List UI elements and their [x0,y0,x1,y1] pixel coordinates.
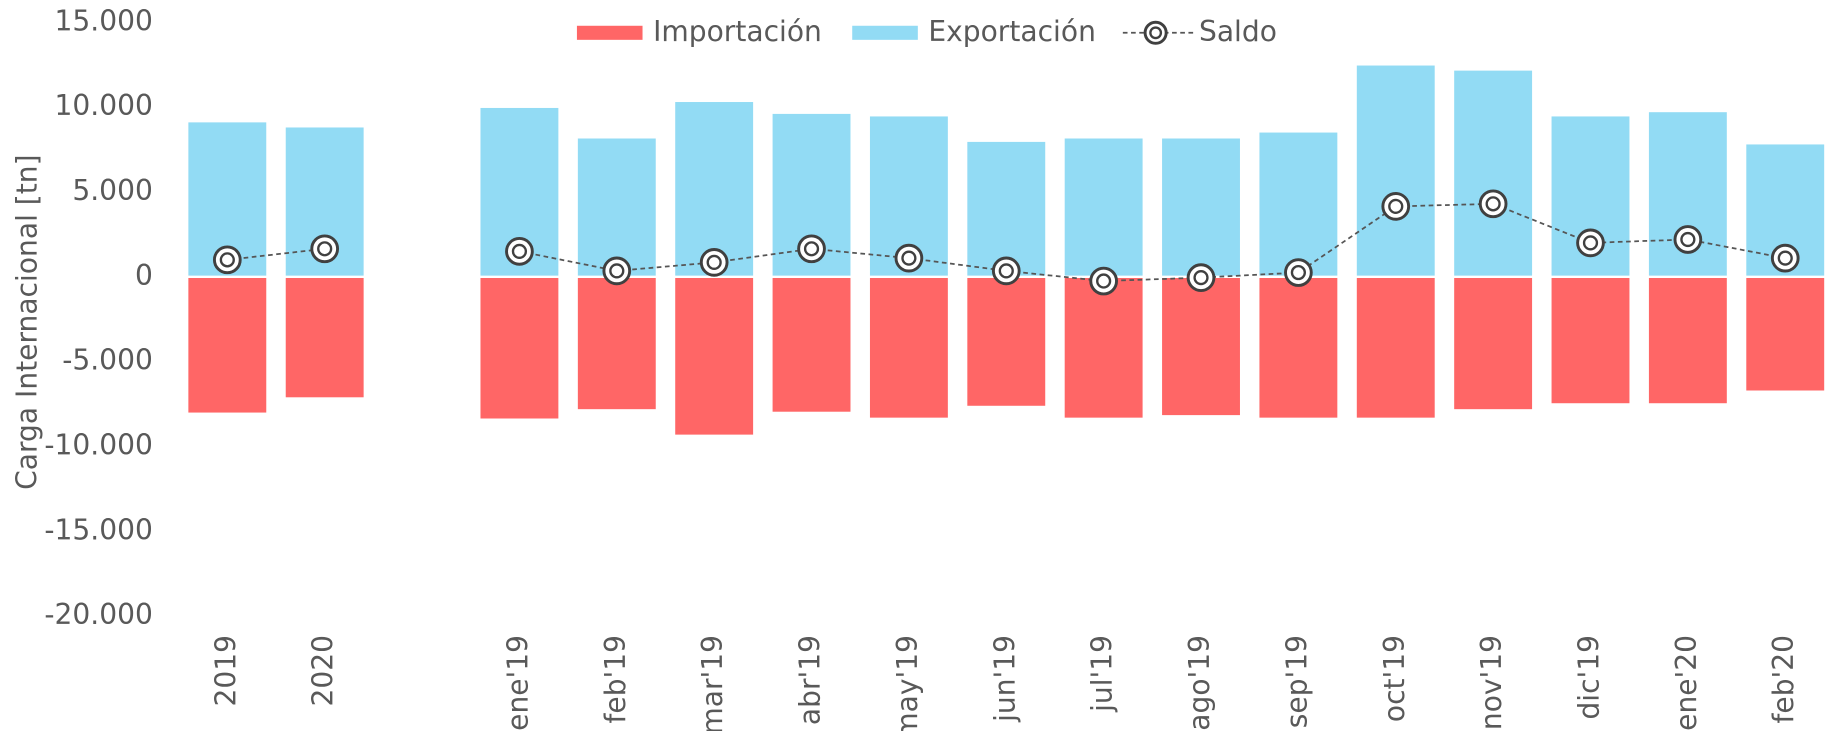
x-tick-label: nov'19 [1475,635,1508,730]
y-tick-label: -15.000 [44,513,153,546]
bar [1259,276,1338,418]
x-tick-label: 2020 [307,635,340,707]
bar [188,276,267,413]
bar [1648,276,1727,404]
y-tick-label: 10.000 [54,89,152,122]
bar [967,276,1046,406]
line-marker-inner [1388,198,1404,214]
line-marker-inner [1582,235,1599,251]
legend-label: Importación [653,15,822,48]
bar [1454,276,1533,410]
x-tick-label: feb'20 [1767,635,1800,724]
line-marker-inner [219,252,235,268]
bar [480,276,559,419]
bar [577,138,656,277]
y-axis-label: Carga Internacional [tn] [11,154,44,489]
x-tick-label: mar'19 [696,635,729,731]
bar [1356,65,1435,277]
bar [1746,276,1825,391]
legend-label: Exportación [928,15,1096,48]
x-tick-label: feb'19 [599,635,632,724]
y-tick-label: 5.000 [72,174,152,207]
line-marker-inner [511,243,528,259]
y-tick-label: -5.000 [62,344,153,377]
line-marker-inner [706,254,722,270]
legend-swatch [852,25,918,40]
y-tick-label: -10.000 [44,428,153,461]
line-marker-inner [998,263,1014,279]
bar [869,276,948,418]
x-tick-label: sep'19 [1280,635,1313,728]
bar [1356,276,1435,418]
legend-swatch [576,25,643,40]
bar [577,276,656,410]
x-tick-label: ene'19 [501,635,534,731]
line-marker-inner [901,250,917,266]
x-tick-label: abr'19 [794,635,827,725]
bar [285,276,364,398]
line [227,202,1786,282]
x-tick-label: jul'19 [1086,635,1119,713]
line-marker-inner [1096,273,1112,289]
line-marker-inner [1777,250,1793,266]
line-marker-inner [803,241,820,257]
bar [1259,132,1338,277]
bar [1064,138,1143,277]
bar [675,276,754,435]
x-tick-label: dic'19 [1572,635,1605,720]
bar [772,276,851,412]
x-tick-label: ago'19 [1183,635,1216,731]
line-marker-inner [609,263,625,279]
line-marker-inner [1290,264,1306,281]
bar [967,141,1046,277]
bar [1064,276,1143,418]
x-tick-label: jun'19 [988,635,1021,723]
y-tick-label: 15.000 [54,4,152,37]
line-marker-inner [1485,196,1501,212]
bar [1454,70,1533,277]
line-marker-inner [317,241,333,257]
y-tick-label: -20.000 [44,598,153,631]
line-marker-inner [1680,231,1696,248]
x-tick-label: ene'20 [1670,635,1703,731]
bar [1551,276,1630,404]
y-tick-label: 0 [135,259,153,292]
x-tick-label: may'19 [891,635,924,731]
bar [1162,138,1240,277]
legend-marker-inner [1149,26,1163,40]
legend-label: Saldo [1199,15,1277,48]
line-marker-inner [1193,270,1209,286]
bar [675,102,754,277]
x-tick-label: 2019 [209,635,242,707]
x-tick-label: oct'19 [1378,635,1411,722]
bar [1162,276,1240,416]
